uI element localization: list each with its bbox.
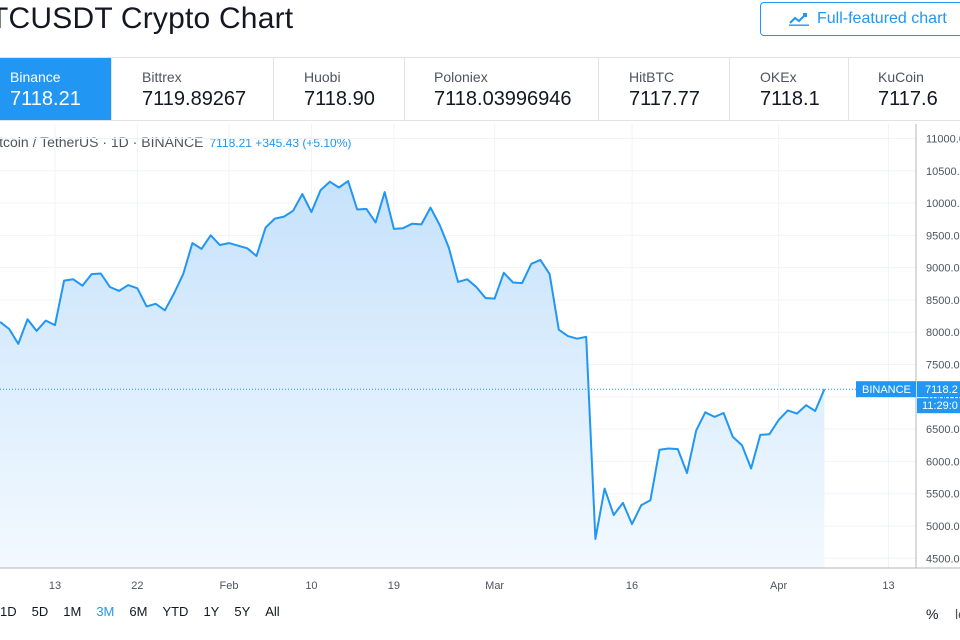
exchange-name: HitBTC <box>629 69 675 85</box>
exchange-price: 7118.03996946 <box>434 88 572 110</box>
exchange-name: Poloniex <box>434 69 488 85</box>
price-label-exchange: BINANCE <box>862 384 911 396</box>
legend-value: 7118.21 +345.43 (+5.10%) <box>209 136 352 150</box>
y-tick-label: 10500.00 <box>926 166 960 178</box>
range-all[interactable]: All <box>265 604 280 619</box>
y-tick-label: 9500.00 <box>926 230 960 242</box>
log-scale-toggle[interactable]: lo <box>955 606 960 622</box>
exchange-tab-poloniex[interactable]: Poloniex 7118.03996946 <box>405 58 599 120</box>
exchange-tab-bittrex[interactable]: Bittrex 7119.89267 <box>112 58 274 120</box>
exchange-price: 7119.89267 <box>142 88 247 110</box>
x-tick-label: Feb <box>220 580 239 592</box>
exchange-name: Huobi <box>304 69 341 85</box>
y-tick-label: 5500.00 <box>926 489 960 501</box>
exchange-tab-kucoin[interactable]: KuCoin 7117.6 <box>849 58 960 120</box>
exchange-price: 7117.6 <box>878 88 938 110</box>
full-featured-chart-label: Full-featured chart <box>817 10 947 27</box>
exchange-price: 7118.90 <box>304 88 375 110</box>
y-tick-label: 4500.00 <box>926 553 960 565</box>
x-tick-label: 19 <box>388 580 400 592</box>
x-tick-label: 13 <box>882 580 894 592</box>
y-tick-label: 11000.00 <box>926 133 960 145</box>
price-chart[interactable]: 4500.005000.005500.006000.006500.007000.… <box>0 124 960 598</box>
exchange-price: 7118.1 <box>760 88 820 110</box>
y-tick-label: 8500.00 <box>926 295 960 307</box>
y-tick-label: 6000.00 <box>926 456 960 468</box>
exchange-name: OKEx <box>760 69 797 85</box>
x-tick-label: 13 <box>49 580 61 592</box>
x-tick-label: 22 <box>131 580 143 592</box>
last-price-label: BINANCE 7118.2 11:29:0 <box>856 381 960 414</box>
price-area-fill <box>0 181 825 568</box>
exchange-price-bar: Binance 7118.21 Bittrex 7119.89267 Huobi… <box>0 57 960 121</box>
exchange-price: 7118.21 <box>10 88 81 110</box>
y-tick-label: 9000.00 <box>926 263 960 275</box>
exchange-tab-okex[interactable]: OKEx 7118.1 <box>730 58 849 120</box>
chart-line-icon <box>789 13 809 26</box>
price-line <box>0 180 826 540</box>
exchange-name: Binance <box>10 69 61 85</box>
exchange-tab-binance[interactable]: Binance 7118.21 <box>0 58 112 120</box>
x-tick-label: Mar <box>485 580 504 592</box>
y-tick-label: 8000.00 <box>926 327 960 339</box>
price-label-countdown: 11:29:0 <box>922 400 958 412</box>
range-ytd[interactable]: YTD <box>162 604 189 619</box>
range-1m[interactable]: 1M <box>63 604 82 619</box>
range-6m[interactable]: 6M <box>129 604 148 619</box>
exchange-tab-hitbtc[interactable]: HitBTC 7117.77 <box>599 58 730 120</box>
exchange-price: 7117.77 <box>629 88 700 110</box>
price-label-value: 7118.2 <box>925 384 958 396</box>
range-selector: 1D 5D 1M 3M 6M YTD 1Y 5Y All <box>0 604 295 628</box>
range-3m[interactable]: 3M <box>96 604 115 619</box>
full-featured-chart-button[interactable]: Full-featured chart <box>760 2 960 36</box>
range-5y[interactable]: 5Y <box>234 604 251 619</box>
y-tick-label: 10000.00 <box>926 198 960 210</box>
percent-scale-toggle[interactable]: % <box>926 606 939 622</box>
exchange-name: KuCoin <box>878 69 924 85</box>
range-1d[interactable]: 1D <box>0 604 17 619</box>
exchange-name: Bittrex <box>142 69 182 85</box>
x-tick-label: 16 <box>626 580 638 592</box>
y-tick-label: 5000.00 <box>926 521 960 533</box>
y-tick-label: 7500.00 <box>926 360 960 372</box>
x-tick-label: Apr <box>770 580 787 592</box>
range-1y[interactable]: 1Y <box>203 604 220 619</box>
page-title: TCUSDT Crypto Chart <box>0 2 294 35</box>
exchange-tab-huobi[interactable]: Huobi 7118.90 <box>274 58 405 120</box>
x-tick-label: 10 <box>305 580 317 592</box>
range-5d[interactable]: 5D <box>31 604 49 619</box>
y-tick-label: 6500.00 <box>926 424 960 436</box>
